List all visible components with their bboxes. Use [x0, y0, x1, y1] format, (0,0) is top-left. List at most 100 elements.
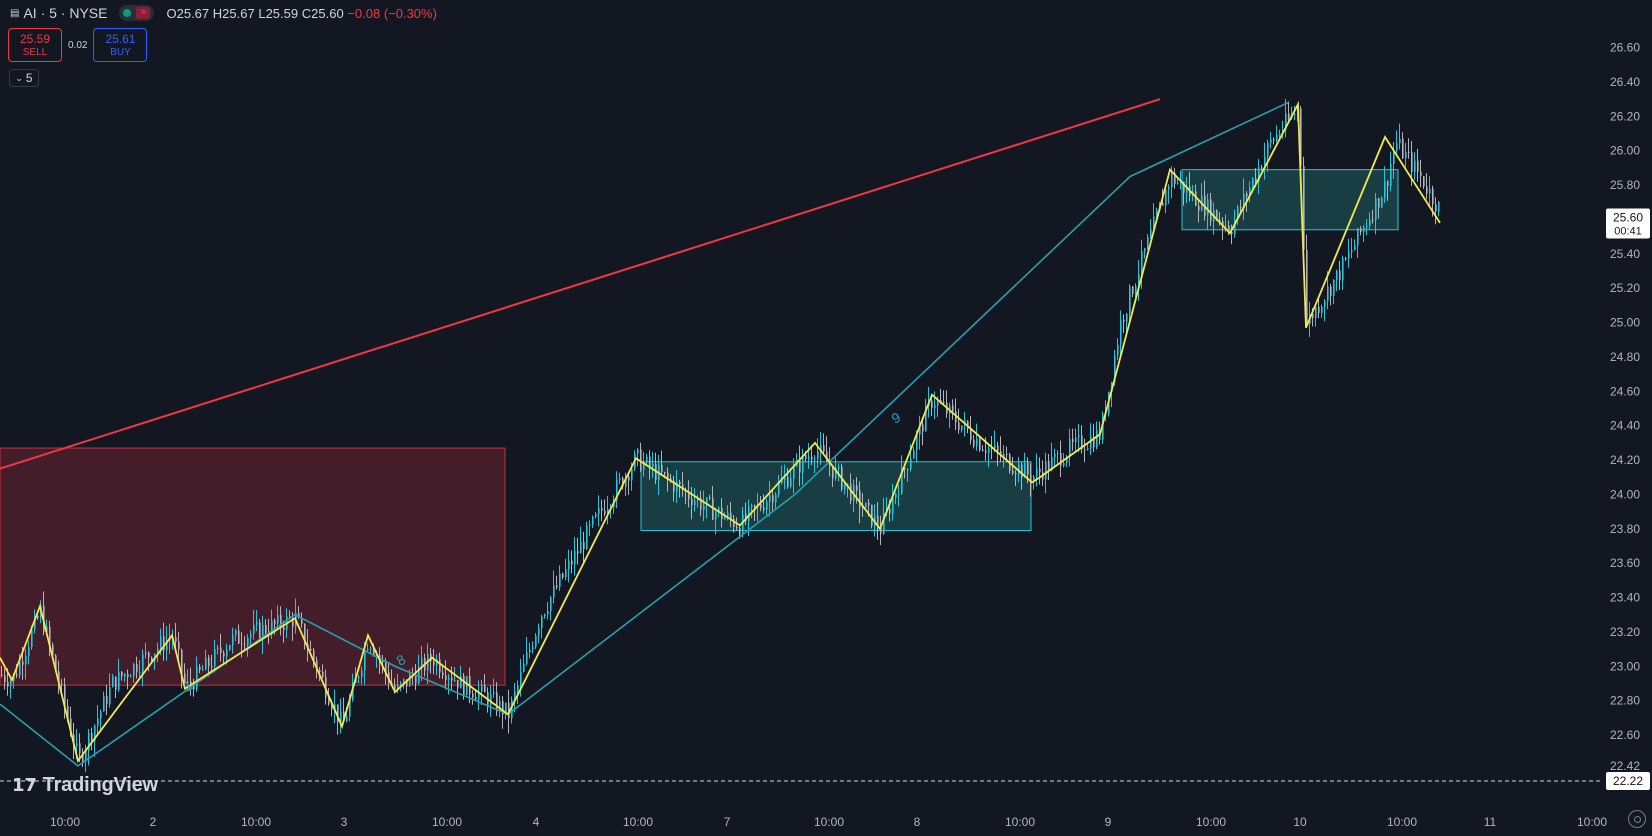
- candle-body: [1063, 462, 1065, 466]
- candle-body: [76, 743, 78, 746]
- candle-body: [1285, 113, 1287, 130]
- time-tick: 10:00: [50, 815, 80, 829]
- candle-body: [1279, 133, 1281, 135]
- candle-body: [10, 680, 12, 687]
- candle-body: [220, 647, 222, 653]
- candle-body: [94, 725, 96, 742]
- time-tick: 10:00: [814, 815, 844, 829]
- price-tick: 24.60: [1610, 384, 1640, 398]
- market-status[interactable]: ≈: [119, 5, 155, 21]
- time-tick: 10:00: [623, 815, 653, 829]
- price-tick: 25.20: [1610, 281, 1640, 295]
- candle-body: [1243, 193, 1245, 208]
- candle-body: [103, 695, 105, 712]
- candle-body: [1051, 456, 1053, 471]
- candle-body: [193, 684, 195, 690]
- candle-body: [1165, 189, 1167, 206]
- candle-body: [310, 648, 312, 651]
- candle-body: [511, 699, 513, 719]
- candle-body: [649, 456, 651, 468]
- candle-body: [1024, 463, 1026, 478]
- candle-body: [190, 681, 192, 685]
- chart-settings-gear-icon[interactable]: [1628, 810, 1646, 828]
- candle-body: [232, 634, 234, 646]
- time-tick: 8: [914, 815, 921, 829]
- candle-body: [1228, 225, 1230, 233]
- candle-body: [496, 692, 498, 712]
- candle-body: [709, 497, 711, 499]
- candle-body: [7, 681, 9, 687]
- candle-body: [637, 449, 639, 454]
- high-value: 25.67: [222, 5, 255, 21]
- price-tick: 26.00: [1610, 144, 1640, 158]
- candle-body: [1060, 452, 1062, 466]
- supply-zone: [0, 447, 506, 686]
- candle-body: [133, 664, 135, 677]
- candle-body: [247, 637, 249, 646]
- candle-body: [1351, 250, 1353, 252]
- candle-body: [994, 445, 996, 449]
- candle-body: [91, 733, 93, 742]
- price-tick: 25.80: [1610, 178, 1640, 192]
- candle-body: [1150, 229, 1152, 238]
- candle-body: [205, 657, 207, 670]
- price-tick: 26.40: [1610, 75, 1640, 89]
- candle-body: [595, 514, 597, 517]
- candle-body: [1246, 193, 1248, 197]
- candle-body: [37, 615, 39, 618]
- price-tick: 26.20: [1610, 109, 1640, 123]
- candle-body: [748, 507, 750, 521]
- time-axis: 10:00 2 10:00 3 10:00 4 10:00 7 10:00 8 10:00 9 10:0…: [50, 815, 1607, 829]
- candle-body: [217, 647, 219, 650]
- candle-body: [664, 472, 666, 474]
- candle-body: [1396, 143, 1398, 151]
- buy-button[interactable]: 25.61 BUY: [93, 28, 148, 62]
- candle-body: [478, 691, 480, 700]
- candle-body: [553, 585, 555, 598]
- tradingview-logo[interactable]: 𝟭𝟳 TradingView: [12, 774, 158, 796]
- candle-body: [943, 402, 945, 404]
- candle-body: [1084, 449, 1086, 451]
- candle-body: [1132, 286, 1134, 295]
- price-tick: 22.42: [1610, 759, 1640, 773]
- candle-body: [592, 516, 594, 525]
- candle-body: [1414, 160, 1416, 172]
- candle-body: [1435, 204, 1437, 212]
- last-price-tag: [1606, 208, 1650, 239]
- candle-body: [703, 505, 705, 510]
- candle-body: [682, 484, 684, 491]
- sell-button[interactable]: 25.59 SELL: [8, 28, 62, 62]
- candle-body: [901, 467, 903, 494]
- price-tick: 22.60: [1610, 728, 1640, 742]
- candle-body: [652, 464, 654, 468]
- time-tick: 4: [533, 815, 540, 829]
- time-tick: 10:00: [432, 815, 462, 829]
- candle-body: [16, 674, 18, 676]
- candle-body: [1222, 221, 1224, 226]
- candle-body: [544, 614, 546, 617]
- candle-body: [481, 684, 483, 692]
- symbol-menu-icon[interactable]: ▤: [10, 7, 20, 19]
- candle-body: [1264, 156, 1266, 169]
- candle-body: [700, 498, 702, 510]
- candle-body: [1411, 152, 1413, 172]
- candle-body: [571, 560, 573, 565]
- candle-body: [406, 679, 408, 687]
- symbol-title[interactable]: AI · 5 · NYSE: [23, 5, 108, 21]
- candle-body: [955, 411, 957, 423]
- candle-body: [625, 476, 627, 487]
- candle-body: [124, 674, 126, 677]
- candle-body: [187, 681, 189, 684]
- wave-label: 9: [889, 409, 904, 427]
- candle-body: [454, 680, 456, 682]
- candle-body: [817, 450, 819, 459]
- candle-body: [616, 479, 618, 501]
- indicators-collapse-button[interactable]: ⌄ 5: [9, 69, 39, 87]
- candle-body: [4, 675, 6, 682]
- candle-body: [226, 649, 228, 657]
- candle-body: [55, 655, 57, 672]
- candle-body: [49, 626, 51, 645]
- candle-body: [1174, 173, 1176, 184]
- candle-body: [340, 711, 342, 722]
